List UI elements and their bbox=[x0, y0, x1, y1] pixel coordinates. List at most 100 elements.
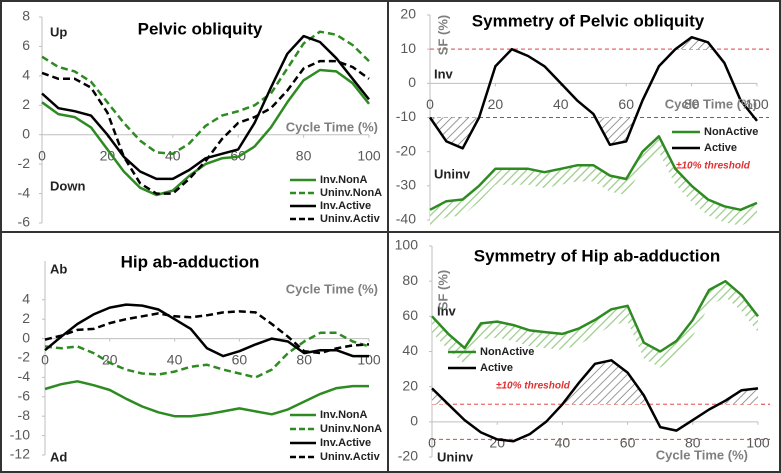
x-tick-label: 20 bbox=[488, 96, 504, 112]
x-axis-label: Cycle Time (%) bbox=[665, 96, 757, 111]
y-tick-label: 4 bbox=[22, 67, 30, 83]
y-tick-label: -2 bbox=[18, 155, 31, 171]
x-axis-label: Cycle Time (%) bbox=[286, 119, 378, 134]
series-line bbox=[41, 30, 370, 156]
hatch-area bbox=[432, 281, 758, 368]
y-tick-label: 40 bbox=[402, 342, 418, 358]
y-tick-label: 20 bbox=[402, 377, 418, 393]
legend-label: Active bbox=[480, 362, 513, 374]
legend-label: Inv.NonA bbox=[320, 409, 368, 421]
x-tick-label: 80 bbox=[296, 147, 312, 163]
y-tick-label: -2 bbox=[18, 349, 31, 365]
y-tick-label: -12 bbox=[10, 446, 30, 462]
y-tick-label: 4 bbox=[22, 291, 30, 307]
x-tick-label: 20 bbox=[102, 351, 118, 367]
legend-label: NonActive bbox=[704, 126, 758, 138]
legend-label: Uninv.Activ bbox=[320, 213, 381, 225]
y-axis-label: SF (%) bbox=[435, 270, 450, 310]
legend-label: Uninv.NonA bbox=[320, 423, 382, 435]
series-line bbox=[428, 35, 758, 150]
x-tick-label: 60 bbox=[618, 96, 634, 112]
y-tick-label: -20 bbox=[396, 142, 416, 158]
x-tick-label: 0 bbox=[41, 351, 49, 367]
threshold-label: ±10% threshold bbox=[496, 381, 571, 392]
annotation: Ad bbox=[50, 449, 67, 464]
x-tick-label: 0 bbox=[38, 147, 46, 163]
x-axis-label: Cycle Time (%) bbox=[286, 281, 378, 296]
annotation: Down bbox=[50, 178, 85, 193]
y-tick-label: 2 bbox=[22, 310, 30, 326]
annotation: Up bbox=[50, 24, 67, 39]
series-line bbox=[431, 279, 759, 353]
hatch-area bbox=[432, 360, 758, 442]
threshold-label: ±10% threshold bbox=[676, 161, 751, 172]
series-line bbox=[429, 135, 758, 212]
x-tick-label: 40 bbox=[553, 96, 569, 112]
y-tick-label: -4 bbox=[18, 184, 31, 200]
series-line bbox=[44, 331, 370, 379]
y-tick-label: 8 bbox=[22, 8, 30, 24]
x-tick-label: 100 bbox=[745, 96, 769, 112]
annotation: Inv bbox=[437, 303, 457, 318]
x-axis-label: Cycle Time (%) bbox=[656, 447, 748, 462]
y-tick-label: 0 bbox=[22, 329, 30, 345]
x-tick-label: 100 bbox=[746, 435, 770, 451]
chart-title: Symmetry of Hip ab-adduction bbox=[474, 246, 721, 265]
x-tick-label: 60 bbox=[232, 351, 248, 367]
x-tick-label: 0 bbox=[426, 96, 434, 112]
x-tick-label: 40 bbox=[555, 435, 571, 451]
x-tick-label: 0 bbox=[428, 435, 436, 451]
y-tick-label: -40 bbox=[396, 211, 416, 227]
chart-title: Symmetry of Pelvic obliquity bbox=[472, 11, 705, 30]
y-tick-label: 10 bbox=[400, 40, 416, 56]
x-tick-label: 80 bbox=[296, 351, 312, 367]
series-line bbox=[431, 359, 759, 443]
y-tick-label: 100 bbox=[395, 237, 419, 253]
series-line bbox=[41, 68, 370, 197]
series-line bbox=[44, 310, 370, 355]
y-tick-label: 6 bbox=[22, 37, 30, 53]
legend-label: Uninv.Activ bbox=[320, 451, 381, 463]
series-line bbox=[41, 34, 370, 181]
x-tick-label: 40 bbox=[167, 351, 183, 367]
y-tick-label: 20 bbox=[400, 6, 416, 22]
y-axis-label: SF (%) bbox=[435, 15, 450, 55]
x-tick-label: 40 bbox=[165, 147, 181, 163]
y-tick-label: 60 bbox=[402, 307, 418, 323]
y-tick-label: 0 bbox=[22, 125, 30, 141]
series-line bbox=[44, 380, 369, 418]
x-tick-label: 80 bbox=[685, 435, 701, 451]
y-tick-label: -4 bbox=[18, 368, 31, 384]
chart-title: Hip ab-adduction bbox=[121, 252, 260, 271]
y-tick-label: -20 bbox=[398, 448, 418, 464]
x-tick-label: 80 bbox=[684, 96, 700, 112]
x-tick-label: 20 bbox=[100, 147, 116, 163]
annotation: Uninv bbox=[437, 449, 474, 464]
y-tick-label: -10 bbox=[10, 426, 30, 442]
y-tick-label: 80 bbox=[402, 272, 418, 288]
hatch-area bbox=[430, 136, 757, 226]
legend-label: Inv.Active bbox=[320, 437, 371, 449]
series-line bbox=[41, 59, 370, 195]
x-tick-label: 60 bbox=[620, 435, 636, 451]
y-tick-label: -8 bbox=[18, 407, 31, 423]
x-tick-label: 100 bbox=[357, 147, 381, 163]
chart-title: Pelvic obliquity bbox=[138, 19, 263, 38]
annotation: Ab bbox=[50, 261, 67, 276]
annotation: Uninv bbox=[434, 166, 471, 181]
legend-label: Uninv.NonA bbox=[320, 187, 382, 199]
legend-label: Active bbox=[704, 142, 737, 154]
legend-label: Inv.NonA bbox=[320, 174, 368, 186]
legend-label: Inv.Active bbox=[320, 200, 371, 212]
annotation: Inv bbox=[434, 66, 454, 81]
y-tick-label: 0 bbox=[410, 413, 418, 429]
y-tick-label: -30 bbox=[396, 177, 416, 193]
legend-label: NonActive bbox=[480, 346, 534, 358]
series-line bbox=[44, 303, 369, 358]
y-tick-label: 2 bbox=[22, 96, 30, 112]
y-tick-label: -10 bbox=[396, 108, 416, 124]
y-tick-label: -6 bbox=[18, 388, 31, 404]
x-tick-label: 100 bbox=[357, 351, 381, 367]
